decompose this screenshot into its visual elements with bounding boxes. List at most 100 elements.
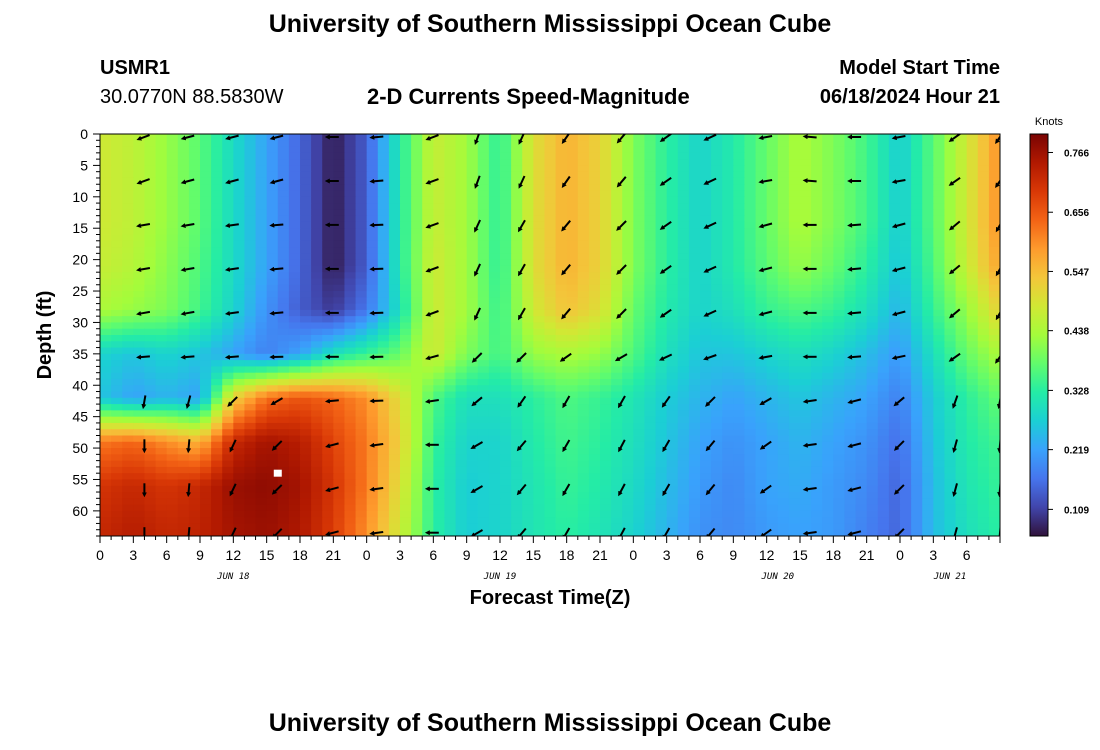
heatmap-cell bbox=[355, 159, 368, 167]
heatmap-cell bbox=[100, 404, 112, 411]
heatmap-cell bbox=[266, 448, 279, 455]
heatmap-cell bbox=[377, 335, 390, 342]
heatmap-cell bbox=[288, 316, 301, 324]
heatmap-cell bbox=[855, 272, 868, 280]
heatmap-cell bbox=[244, 177, 257, 185]
heatmap-cell bbox=[711, 335, 723, 342]
heatmap-cell bbox=[466, 152, 479, 160]
heatmap-cell bbox=[666, 196, 679, 204]
heatmap-cell bbox=[677, 140, 690, 148]
heatmap-cell bbox=[855, 416, 868, 424]
heatmap-cell bbox=[411, 177, 423, 185]
heatmap-cell bbox=[833, 322, 846, 330]
heatmap-cell bbox=[355, 272, 368, 280]
heatmap-cell bbox=[977, 391, 990, 399]
heatmap-cell bbox=[622, 146, 634, 154]
heatmap-cell bbox=[455, 297, 468, 305]
heatmap-cell bbox=[544, 360, 557, 368]
heatmap-cell bbox=[377, 240, 390, 248]
heatmap-cell bbox=[577, 347, 590, 355]
heatmap-cell bbox=[944, 397, 957, 405]
heatmap-cell bbox=[977, 316, 990, 324]
heatmap-cell bbox=[688, 454, 701, 462]
heatmap-cell bbox=[277, 203, 290, 210]
heatmap-cell bbox=[522, 152, 534, 160]
heatmap-cell bbox=[477, 335, 490, 342]
heatmap-cell bbox=[733, 159, 746, 167]
heatmap-cell bbox=[400, 391, 412, 399]
heatmap-cell bbox=[122, 391, 134, 399]
heatmap-cell bbox=[500, 247, 512, 254]
heatmap-cell bbox=[400, 454, 412, 462]
heatmap-cell bbox=[911, 152, 923, 160]
heatmap-cell bbox=[477, 316, 490, 324]
heatmap-cell bbox=[577, 517, 590, 525]
heatmap-cell bbox=[588, 429, 601, 437]
heatmap-cell bbox=[922, 504, 934, 512]
heatmap-cell bbox=[366, 272, 379, 280]
station-id: USMR1 bbox=[100, 57, 171, 79]
heatmap-cell bbox=[966, 215, 979, 223]
heatmap-cell bbox=[111, 441, 123, 449]
heatmap-cell bbox=[922, 291, 934, 298]
heatmap-cell bbox=[977, 291, 990, 298]
heatmap-cell bbox=[722, 272, 734, 280]
heatmap-cell bbox=[844, 366, 857, 374]
heatmap-cell bbox=[266, 316, 279, 324]
heatmap-cell bbox=[611, 504, 623, 512]
heatmap-cell bbox=[455, 221, 468, 229]
heatmap-cell bbox=[255, 297, 268, 305]
heatmap-cell bbox=[788, 316, 801, 324]
heatmap-cell bbox=[811, 448, 823, 455]
heatmap-cell bbox=[233, 221, 246, 229]
heatmap-cell bbox=[711, 385, 723, 393]
heatmap-cell bbox=[477, 203, 490, 210]
heatmap-cell bbox=[555, 429, 568, 437]
heatmap-cell bbox=[900, 184, 912, 192]
heatmap-cell bbox=[455, 272, 468, 280]
heatmap-cell bbox=[233, 215, 246, 223]
heatmap-cell bbox=[355, 134, 368, 141]
heatmap-cell bbox=[611, 265, 623, 273]
heatmap-cell bbox=[944, 240, 957, 248]
heatmap-cell bbox=[711, 466, 723, 474]
heatmap-cell bbox=[444, 510, 457, 518]
heatmap-cell bbox=[188, 297, 201, 305]
heatmap-cell bbox=[522, 410, 534, 418]
heatmap-cell bbox=[344, 190, 357, 198]
heatmap-cell bbox=[533, 485, 546, 493]
heatmap-cell bbox=[511, 366, 523, 374]
heatmap-cell bbox=[244, 309, 257, 317]
heatmap-cell bbox=[577, 190, 590, 198]
heatmap-cell bbox=[555, 397, 568, 405]
heatmap-cell bbox=[166, 159, 179, 167]
heatmap-cell bbox=[566, 404, 579, 411]
heatmap-cell bbox=[877, 422, 890, 430]
heatmap-cell bbox=[511, 397, 523, 405]
heatmap-cell bbox=[855, 498, 868, 506]
heatmap-cell bbox=[566, 328, 579, 336]
heatmap-cell bbox=[122, 353, 134, 361]
heatmap-cell bbox=[733, 190, 746, 198]
heatmap-cell bbox=[466, 466, 479, 474]
heatmap-cell bbox=[488, 322, 501, 330]
heatmap-cell bbox=[900, 341, 912, 349]
heatmap-cell bbox=[133, 240, 146, 248]
heatmap-cell bbox=[933, 328, 946, 336]
heatmap-cell bbox=[355, 341, 368, 349]
heatmap-cell bbox=[177, 441, 190, 449]
heatmap-cell bbox=[655, 171, 668, 179]
heatmap-cell bbox=[700, 159, 712, 167]
heatmap-cell bbox=[300, 152, 312, 160]
heatmap-cell bbox=[377, 190, 390, 198]
heatmap-cell bbox=[277, 485, 290, 493]
heatmap-cell bbox=[644, 184, 657, 192]
heatmap-cell bbox=[477, 152, 490, 160]
heatmap-cell bbox=[666, 134, 679, 141]
heatmap-cell bbox=[322, 366, 334, 374]
heatmap-cell bbox=[811, 291, 823, 298]
heatmap-cell bbox=[211, 435, 223, 443]
heatmap-cell bbox=[677, 466, 690, 474]
heatmap-cell bbox=[388, 265, 401, 273]
heatmap-cell bbox=[177, 492, 190, 499]
